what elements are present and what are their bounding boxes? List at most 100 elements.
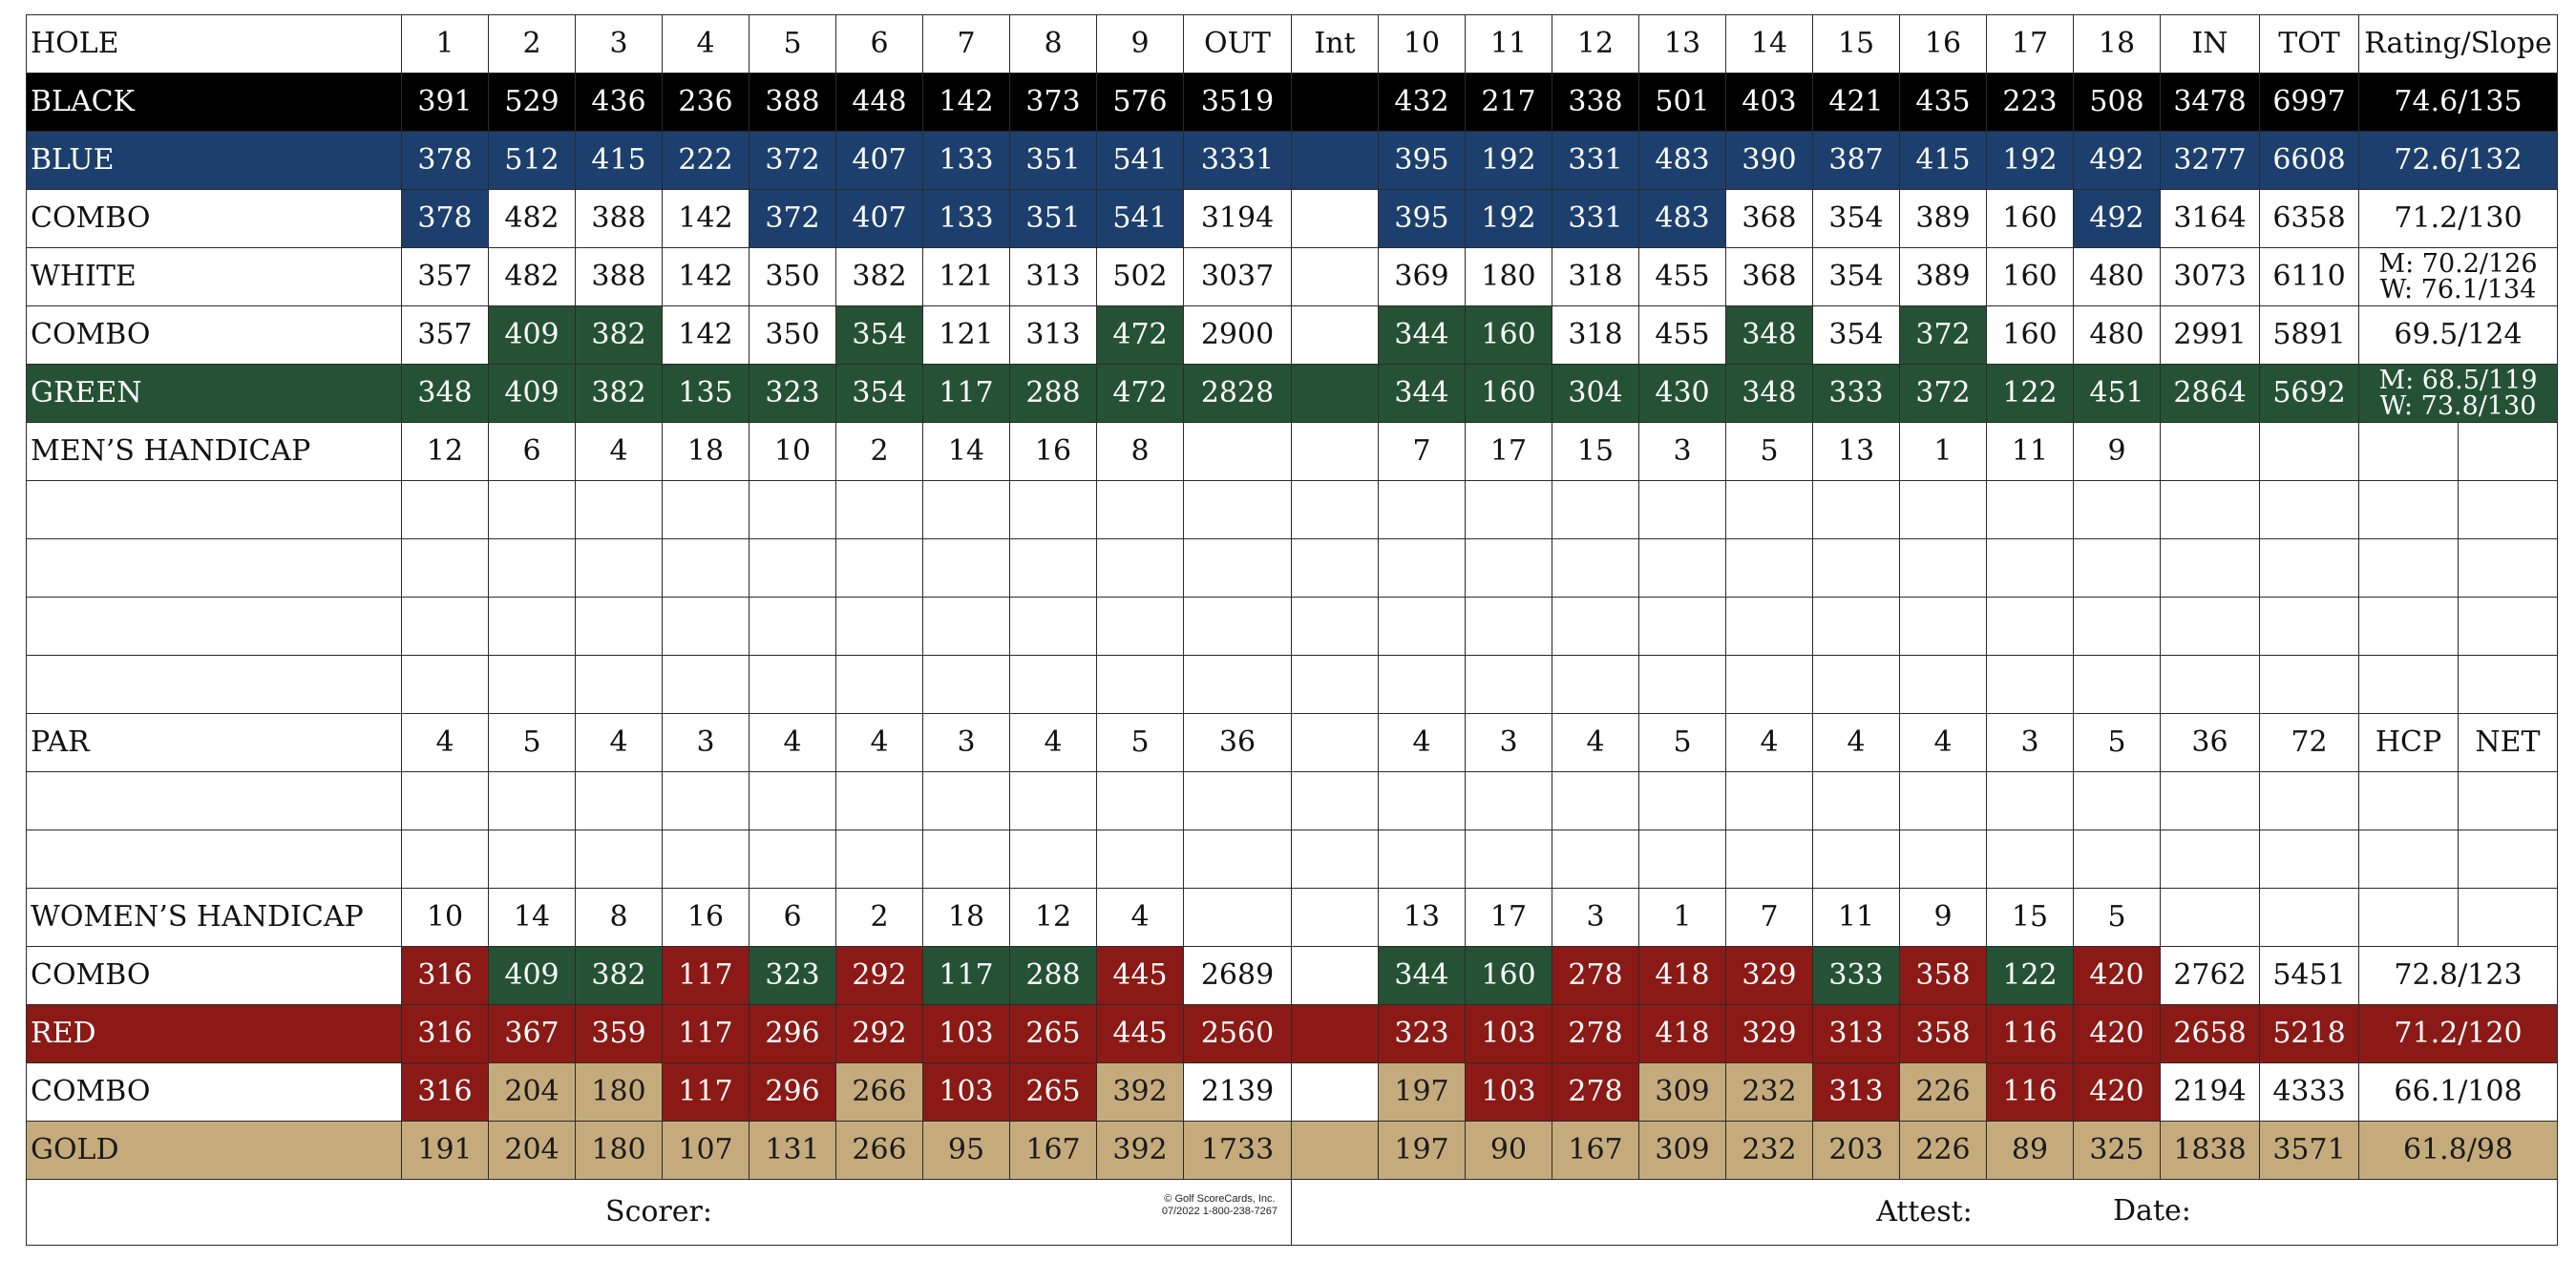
value-cell: 10 xyxy=(749,422,836,481)
score-cell xyxy=(662,655,750,714)
value-cell: 3 xyxy=(1552,888,1639,947)
score-cell xyxy=(1096,538,1184,598)
yardage-cell: 265 xyxy=(1009,1004,1097,1063)
value-cell: 6 xyxy=(749,888,836,947)
yardage-cell: 421 xyxy=(1812,73,1900,132)
yardage-cell: 117 xyxy=(662,946,750,1005)
yardage-cell: 204 xyxy=(488,1062,576,1122)
player-name-cell xyxy=(26,771,402,830)
yardage-cell: 5692 xyxy=(2259,364,2359,423)
rating-slope-header: Rating/Slope xyxy=(2358,14,2558,74)
hole-number: IN xyxy=(2160,14,2260,74)
yardage-cell: 6110 xyxy=(2259,247,2359,306)
score-cell xyxy=(1291,771,1379,830)
value-cell: 7 xyxy=(1725,888,1813,947)
rating-slope-cell: 61.8/98 xyxy=(2358,1121,2558,1180)
yardage-cell: 180 xyxy=(575,1062,663,1122)
score-cell xyxy=(575,771,663,830)
value-cell: 5 xyxy=(1725,422,1813,481)
yardage-cell: 117 xyxy=(922,364,1010,423)
yardage-cell: 407 xyxy=(835,189,923,248)
score-cell xyxy=(1009,655,1097,714)
score-cell xyxy=(749,830,836,889)
yardage-cell: 372 xyxy=(1899,364,1987,423)
yardage-cell xyxy=(1291,189,1379,248)
yardage-cell: 3519 xyxy=(1183,73,1292,132)
score-cell xyxy=(835,480,923,539)
score-cell xyxy=(2073,771,2161,830)
tee-row: GREEN 348 409 382 135 323 354 117 288 472 2828 344 1… xyxy=(26,364,2558,423)
score-cell xyxy=(1183,655,1292,714)
score-cell xyxy=(1183,771,1292,830)
yardage-cell: 4333 xyxy=(2259,1062,2359,1122)
yardage-cell: 451 xyxy=(2073,364,2161,423)
yardage-cell: 3331 xyxy=(1183,131,1292,190)
score-cell xyxy=(1183,480,1292,539)
value-cell: 5 xyxy=(1096,713,1184,772)
score-cell xyxy=(488,597,576,656)
yardage-cell: 203 xyxy=(1812,1121,1900,1180)
extra-cell xyxy=(2358,597,2459,656)
yardage-cell: 309 xyxy=(1638,1121,1726,1180)
score-cell xyxy=(2160,771,2260,830)
score-cell xyxy=(749,538,836,598)
score-cell xyxy=(2259,830,2359,889)
yardage-cell: 2658 xyxy=(2160,1004,2260,1063)
yardage-cell: 232 xyxy=(1725,1121,1813,1180)
yardage-cell: 323 xyxy=(749,364,836,423)
hole-number: 5 xyxy=(749,14,836,74)
value-cell: 6 xyxy=(488,422,576,481)
score-cell xyxy=(1638,597,1726,656)
value-cell xyxy=(1183,888,1292,947)
value-cell: 2 xyxy=(835,888,923,947)
score-cell xyxy=(1291,830,1379,889)
yardage-cell: 296 xyxy=(749,1004,836,1063)
score-cell xyxy=(662,830,750,889)
par-row: PAR 4 5 4 3 4 4 3 4 5 36 4 3 4 5 4 4 4 3 5 36 72 HCP NET xyxy=(26,713,2558,772)
tee-name: COMBO xyxy=(26,305,402,365)
extra-cell xyxy=(2458,480,2558,539)
player-name-cell xyxy=(26,480,402,539)
value-cell: 3 xyxy=(662,713,750,772)
score-cell xyxy=(1552,655,1639,714)
yardage-cell: 344 xyxy=(1378,364,1466,423)
score-cell xyxy=(1378,597,1466,656)
score-cell xyxy=(1009,480,1097,539)
value-cell: 4 xyxy=(1378,713,1466,772)
yardage-cell: 121 xyxy=(922,247,1010,306)
yardage-cell: 318 xyxy=(1552,305,1639,365)
yardage-cell: 390 xyxy=(1725,131,1813,190)
yardage-cell: 483 xyxy=(1638,131,1726,190)
score-cell xyxy=(2259,480,2359,539)
yardage-cell: 2828 xyxy=(1183,364,1292,423)
score-cell xyxy=(1009,538,1097,598)
value-cell: 12 xyxy=(401,422,489,481)
yardage-cell: 232 xyxy=(1725,1062,1813,1122)
score-cell xyxy=(922,538,1010,598)
yardage-cell: 541 xyxy=(1096,189,1184,248)
score-cell xyxy=(575,597,663,656)
value-cell: 5 xyxy=(1638,713,1726,772)
score-cell xyxy=(1638,538,1726,598)
score-cell xyxy=(1812,538,1900,598)
yardage-cell: 107 xyxy=(662,1121,750,1180)
value-cell: 5 xyxy=(2073,888,2161,947)
score-cell xyxy=(1465,655,1552,714)
hole-number: 11 xyxy=(1465,14,1552,74)
yardage-cell: 455 xyxy=(1638,305,1726,365)
yardage-cell: 351 xyxy=(1009,189,1097,248)
yardage-cell: 197 xyxy=(1378,1121,1466,1180)
yardage-cell: 226 xyxy=(1899,1121,1987,1180)
yardage-cell: 103 xyxy=(1465,1062,1552,1122)
yardage-cell: 388 xyxy=(575,189,663,248)
score-cell xyxy=(2160,538,2260,598)
yardage-cell: 492 xyxy=(2073,189,2161,248)
score-cell xyxy=(401,830,489,889)
value-cell: 8 xyxy=(1096,422,1184,481)
score-cell xyxy=(662,480,750,539)
yardage-cell: 529 xyxy=(488,73,576,132)
yardage-cell: 389 xyxy=(1899,189,1987,248)
score-cell xyxy=(2073,597,2161,656)
yardage-cell: 117 xyxy=(662,1004,750,1063)
score-cell xyxy=(1552,771,1639,830)
